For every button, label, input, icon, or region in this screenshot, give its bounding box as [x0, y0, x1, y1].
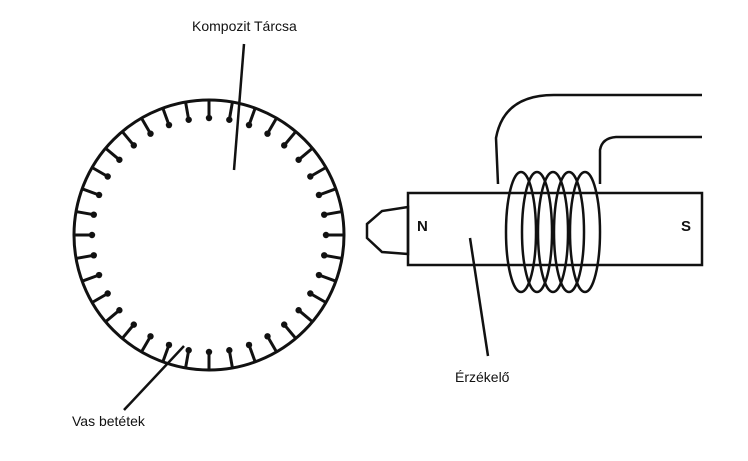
coil-turn	[504, 170, 538, 294]
magnet-tip	[365, 205, 410, 256]
coil-lead-outer	[494, 93, 702, 185]
bar-magnet	[406, 191, 704, 267]
iron-insert-head	[245, 341, 253, 349]
iron-insert-head	[95, 191, 103, 199]
iron-insert-head	[281, 142, 288, 149]
iron-insert-head	[95, 271, 103, 279]
iron-insert-head	[226, 347, 233, 354]
iron-insert-head	[116, 307, 123, 314]
iron-insert-head	[307, 173, 314, 180]
iron-insert-head	[90, 252, 97, 259]
iron-insert-head	[264, 130, 271, 137]
iron-insert-head	[104, 173, 111, 180]
iron-insert-head	[307, 290, 314, 297]
iron-insert-head	[315, 191, 323, 199]
composite-disc	[72, 98, 346, 372]
iron-insert-head	[245, 121, 253, 129]
iron-insert-head	[130, 142, 137, 149]
iron-insert-head	[205, 348, 213, 356]
coil-turn	[520, 170, 554, 294]
coil-turn	[536, 170, 570, 294]
coil-turn	[568, 170, 602, 294]
inserts-label: Vas betétek	[72, 413, 145, 429]
disc-leader-line	[232, 43, 246, 171]
iron-insert-head	[165, 121, 173, 129]
inserts-leader-line	[123, 345, 185, 411]
iron-insert-head	[88, 231, 96, 239]
iron-insert-head	[315, 271, 323, 279]
iron-insert-head	[185, 116, 192, 123]
iron-insert-head	[165, 341, 173, 349]
iron-insert-head	[295, 156, 302, 163]
iron-insert-head	[147, 333, 154, 340]
iron-insert-head	[264, 333, 271, 340]
iron-insert-head	[226, 116, 233, 123]
coil-turn	[552, 170, 586, 294]
sensor-leader-line	[468, 237, 490, 357]
iron-insert-head	[281, 321, 288, 328]
iron-insert-head	[185, 347, 192, 354]
iron-insert-head	[295, 307, 302, 314]
disc-label: Kompozit Tárcsa	[192, 18, 297, 34]
iron-insert-head	[322, 231, 330, 239]
north-pole-label: N	[417, 218, 428, 235]
iron-insert-head	[116, 156, 123, 163]
iron-insert-head	[205, 114, 213, 122]
iron-insert-head	[321, 211, 328, 218]
iron-insert-head	[147, 130, 154, 137]
coil-lead-inner	[598, 135, 702, 184]
iron-insert-head	[321, 252, 328, 259]
iron-insert-head	[104, 290, 111, 297]
sensor-coil	[504, 170, 602, 294]
iron-insert-head	[130, 321, 137, 328]
sensor-label: Érzékelő	[455, 369, 510, 385]
iron-insert-head	[90, 211, 97, 218]
iron-inserts	[74, 100, 344, 370]
south-pole-label: S	[681, 218, 692, 235]
